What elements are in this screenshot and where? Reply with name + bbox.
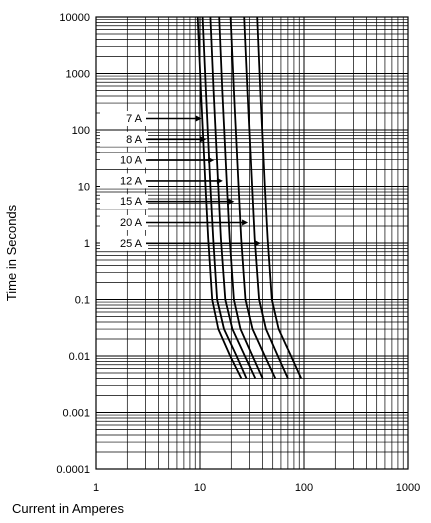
legend-arrowhead (200, 136, 207, 143)
legend-label-bg (100, 131, 148, 147)
y-tick-label: 0.001 (62, 408, 90, 420)
x-tick-label: 1000 (396, 482, 420, 494)
series-line (201, 16, 248, 379)
legend-arrowhead (195, 115, 202, 122)
x-tick-labels: 1 10 100 1000 (93, 482, 420, 494)
y-axis-title: Time in Seconds (4, 204, 19, 301)
y-tick-label: 0.01 (69, 351, 90, 363)
legend-label-bg (100, 152, 148, 168)
series-line (229, 16, 277, 379)
y-tick-label: 10000 (59, 12, 90, 24)
series-line (256, 16, 303, 379)
legend-label-bg (100, 215, 148, 230)
legend-label: 12 A (120, 175, 143, 187)
legend-label: 25 A (120, 238, 143, 250)
y-tick-labels: 10000 1000 100 10 1 0.1 0.01 0.001 0.0001 (56, 12, 90, 476)
y-tick-label: 0.1 (75, 295, 90, 307)
series-line (243, 16, 289, 379)
series-line (196, 16, 243, 379)
x-tick-label: 100 (295, 482, 313, 494)
legend-label-bg (100, 111, 148, 126)
legend-label-bg (100, 235, 148, 251)
plot-frame (95, 16, 409, 470)
series-line (218, 16, 264, 379)
legend-label-bg (100, 194, 148, 210)
legend-arrowhead (228, 198, 235, 205)
y-tick-label: 100 (72, 125, 90, 137)
legend: 7 A 8 A 10 A 12 A 15 A 20 A 25 A (100, 111, 261, 251)
y-tick-label: 10 (78, 182, 90, 194)
legend-label: 15 A (120, 196, 143, 208)
y-tick-label: 1 (84, 238, 90, 250)
series-lines (196, 16, 303, 379)
legend-arrowhead (242, 219, 249, 226)
legend-label: 7 A (126, 113, 143, 125)
legend-arrowhead (254, 240, 261, 247)
series-line (209, 16, 257, 379)
y-tick-label: 0.0001 (56, 464, 90, 476)
legend-label: 10 A (120, 155, 143, 167)
x-axis-title: Current in Amperes (12, 501, 124, 516)
x-tick-label: 10 (194, 482, 206, 494)
y-tick-label: 1000 (66, 69, 90, 81)
legend-arrowhead (216, 177, 223, 184)
legend-label-bg (100, 173, 148, 189)
legend-label: 20 A (120, 217, 143, 229)
legend-arrowhead (208, 157, 215, 164)
legend-label: 8 A (126, 134, 143, 146)
x-tick-label: 1 (93, 482, 99, 494)
